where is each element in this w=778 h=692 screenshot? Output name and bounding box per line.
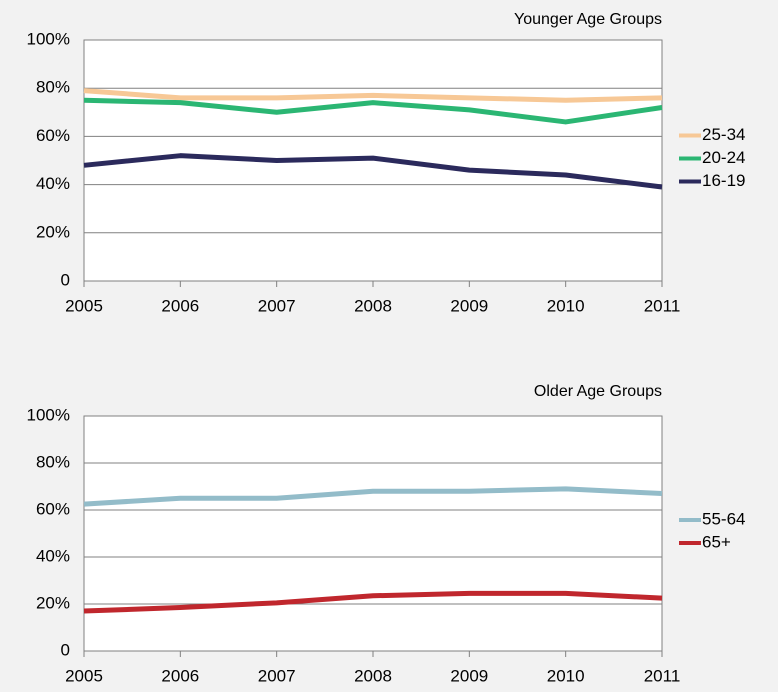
- x-tick-label: 2007: [258, 296, 296, 315]
- x-tick-label: 2006: [161, 296, 199, 315]
- y-tick-label: 20%: [36, 222, 70, 241]
- y-tick-label: 0: [61, 270, 70, 289]
- y-tick-label: 60%: [36, 126, 70, 145]
- x-tick-label: 2009: [450, 296, 488, 315]
- x-tick-label: 2011: [644, 666, 681, 685]
- legend-label: 20-24: [702, 148, 745, 167]
- series-line: [83, 590, 663, 614]
- series-line: [83, 153, 663, 190]
- legend-label: 55-64: [702, 509, 745, 528]
- y-tick-label: 20%: [36, 593, 70, 612]
- x-tick-label: 2008: [354, 296, 392, 315]
- chart-title: Older Age Groups: [534, 383, 662, 400]
- y-tick-label: 80%: [36, 452, 70, 471]
- plot-area: [83, 415, 663, 652]
- y-tick-label: 40%: [36, 546, 70, 565]
- x-tick-label: 2007: [258, 666, 296, 685]
- series-line: [83, 97, 663, 125]
- series-line: [83, 88, 663, 103]
- y-tick-label: 80%: [36, 78, 70, 97]
- y-tick-label: 40%: [36, 174, 70, 193]
- x-tick-label: 2005: [65, 666, 103, 685]
- chart-title: Younger Age Groups: [514, 11, 662, 28]
- legend-label: 16-19: [702, 171, 745, 190]
- x-tick-label: 2011: [644, 296, 681, 315]
- series-line: [83, 486, 663, 507]
- legend-label: 65+: [702, 532, 731, 551]
- x-tick-label: 2009: [450, 666, 488, 685]
- x-tick-label: 2010: [547, 666, 585, 685]
- y-tick-label: 60%: [36, 499, 70, 518]
- y-tick-label: 100%: [27, 29, 70, 48]
- x-tick-label: 2008: [354, 666, 392, 685]
- legend-label: 25-34: [702, 125, 745, 144]
- x-tick-label: 2010: [547, 296, 585, 315]
- x-tick-label: 2005: [65, 296, 103, 315]
- x-tick-label: 2006: [161, 666, 199, 685]
- y-tick-label: 0: [61, 640, 70, 659]
- y-tick-label: 100%: [27, 405, 70, 424]
